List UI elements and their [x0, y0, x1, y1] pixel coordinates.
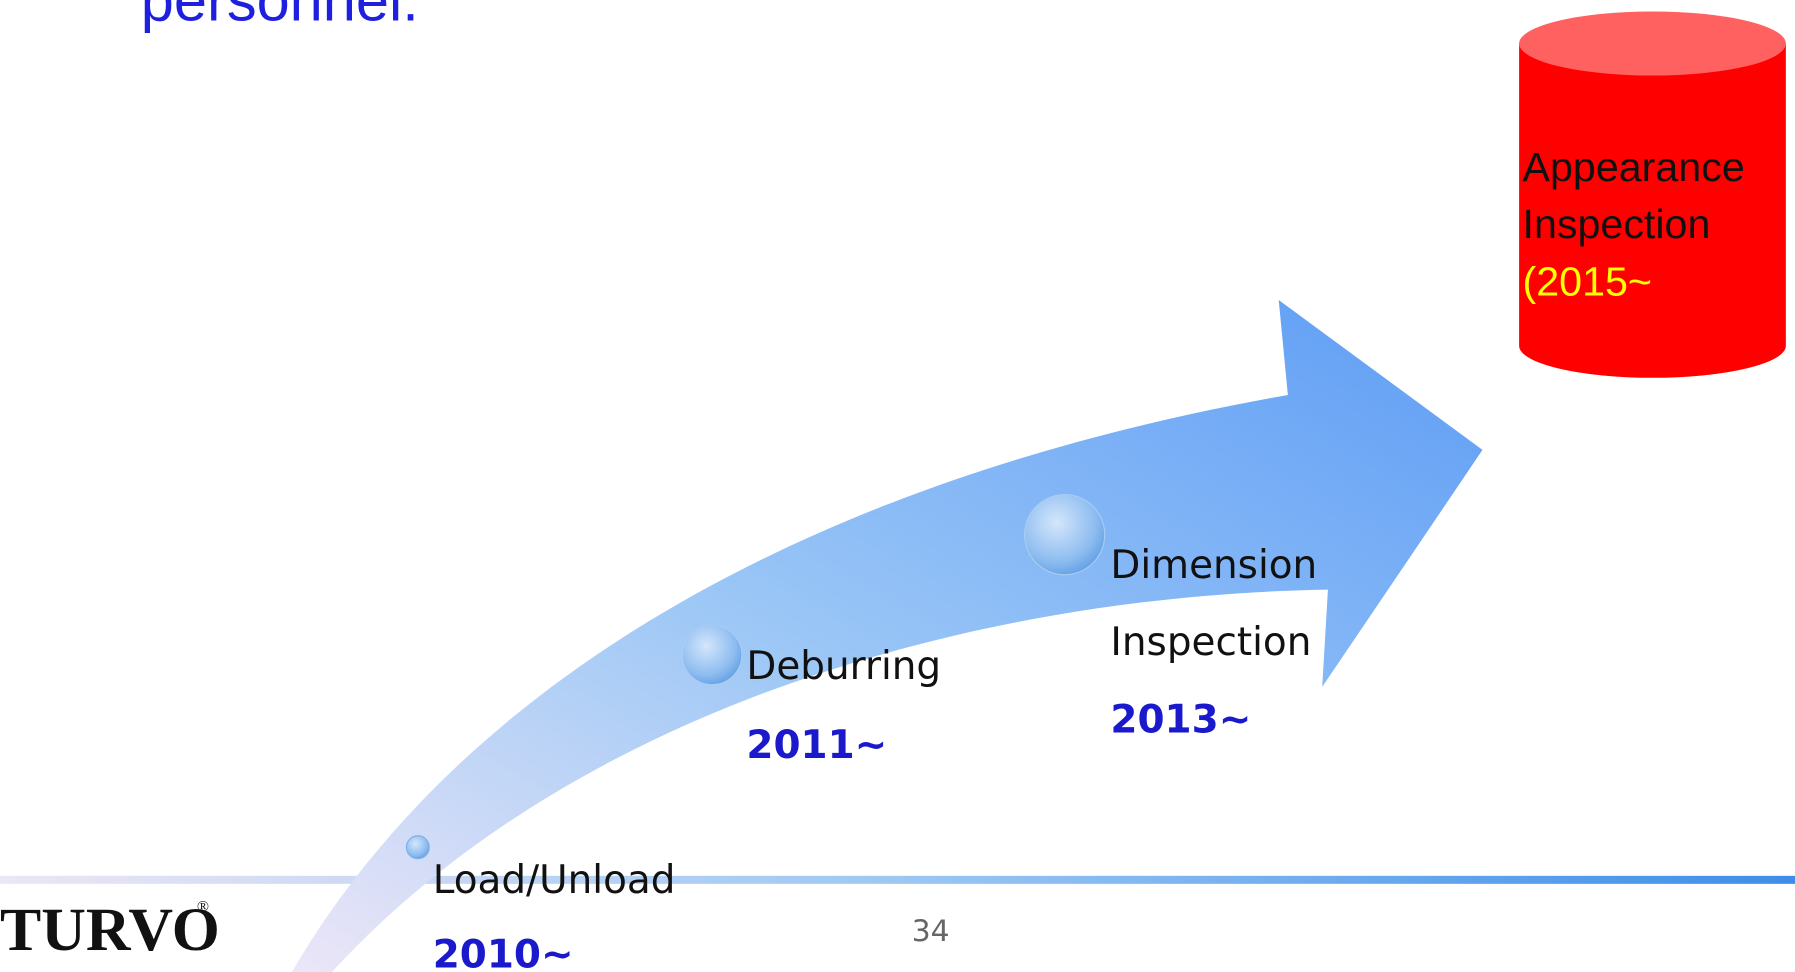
- title: personnel.: [141, 0, 419, 34]
- goal-year: (2015~: [1523, 258, 1652, 304]
- logo: TURVO: [0, 896, 220, 964]
- step-label: Dimension: [1110, 543, 1317, 588]
- logo-mark: ®: [197, 898, 209, 915]
- step-year: 2010~: [433, 932, 574, 972]
- page-number: 34: [912, 914, 950, 949]
- step-year: 2013~: [1110, 698, 1251, 743]
- step-label: Load/Unload: [433, 858, 676, 903]
- step-label: Inspection: [1110, 620, 1311, 665]
- step-dot: [405, 835, 430, 860]
- step-year: 2011~: [746, 723, 887, 768]
- step-dot: [681, 624, 743, 686]
- goal-label: Appearance: [1523, 144, 1745, 190]
- progress-arrow: [291, 299, 1483, 972]
- goal-label: Inspection: [1523, 201, 1711, 247]
- step-label: Deburring: [746, 644, 941, 689]
- footer-line: [0, 875, 1795, 884]
- step-dot: [1023, 494, 1106, 576]
- goal-cylinder-top: [1519, 11, 1786, 76]
- goal-cylinder: [1519, 43, 1786, 378]
